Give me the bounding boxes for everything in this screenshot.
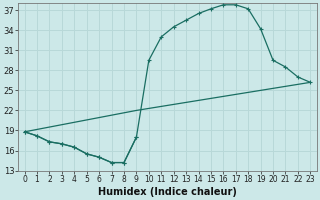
X-axis label: Humidex (Indice chaleur): Humidex (Indice chaleur)	[98, 187, 237, 197]
